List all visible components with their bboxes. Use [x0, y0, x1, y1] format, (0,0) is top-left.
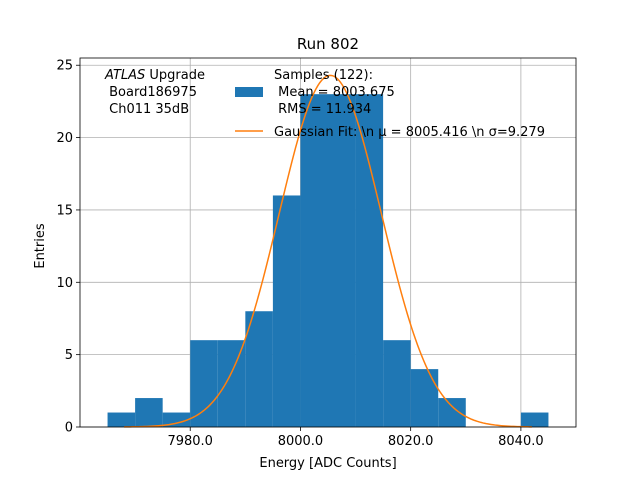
x-tick-label: 8040.0 [498, 434, 544, 449]
y-tick-label: 25 [56, 59, 73, 74]
legend: Samples (122): Mean = 8003.675 RMS = 11.… [235, 68, 545, 140]
annotation-upgrade: Upgrade [145, 68, 205, 83]
histogram-bar [328, 94, 356, 428]
x-tick-label: 8020.0 [388, 434, 434, 449]
histogram-bar [355, 94, 384, 428]
histogram-bar [217, 340, 246, 427]
detector-annotation: ATLAS Upgrade Board186975 Ch011 35dB [104, 68, 205, 117]
histogram-bar [162, 412, 191, 427]
y-tick-label: 10 [56, 276, 73, 291]
x-axis-label: Energy [ADC Counts] [259, 456, 396, 471]
gaussian-fit-curve [124, 74, 532, 428]
legend-mean: Mean = 8003.675 [274, 85, 395, 100]
y-tick-label: 0 [65, 421, 73, 436]
plot-frame [79, 57, 577, 428]
histogram-bar [520, 412, 549, 427]
histogram-bar [245, 311, 273, 427]
histogram-bar [272, 195, 301, 427]
histogram-bar [107, 412, 136, 427]
legend-samples-title: Samples (122): [274, 68, 373, 83]
histogram-bars [107, 94, 549, 428]
annotation-atlas: ATLAS [104, 68, 145, 83]
annotation-line-1: ATLAS Upgrade [104, 68, 205, 83]
histogram-bar [410, 369, 439, 427]
histogram-bar [190, 340, 218, 427]
histogram-bar [300, 94, 328, 428]
histogram-bar [438, 398, 466, 427]
y-axis-label: Entries [33, 223, 48, 269]
y-tick-label: 5 [65, 348, 73, 363]
legend-rms: RMS = 11.934 [274, 102, 371, 117]
annotation-board: Board186975 [105, 85, 197, 100]
annotation-channel: Ch011 35dB [105, 102, 189, 117]
histogram-bar [135, 398, 163, 427]
histogram-bar [383, 340, 411, 427]
x-tick-label: 8000.0 [278, 434, 324, 449]
x-tick-label: 7980.0 [167, 434, 213, 449]
chart-title: Run 802 [297, 35, 359, 53]
y-tick-label: 15 [56, 203, 73, 218]
legend-fit-label: Gaussian Fit: \n μ = 8005.416 \n σ=9.279 [274, 125, 545, 140]
legend-histogram-patch [235, 87, 263, 97]
y-tick-label: 20 [56, 131, 73, 146]
axis-ticks: 7980.0 8000.0 8020.0 8040.0 0 5 10 15 20 25 [56, 59, 543, 449]
